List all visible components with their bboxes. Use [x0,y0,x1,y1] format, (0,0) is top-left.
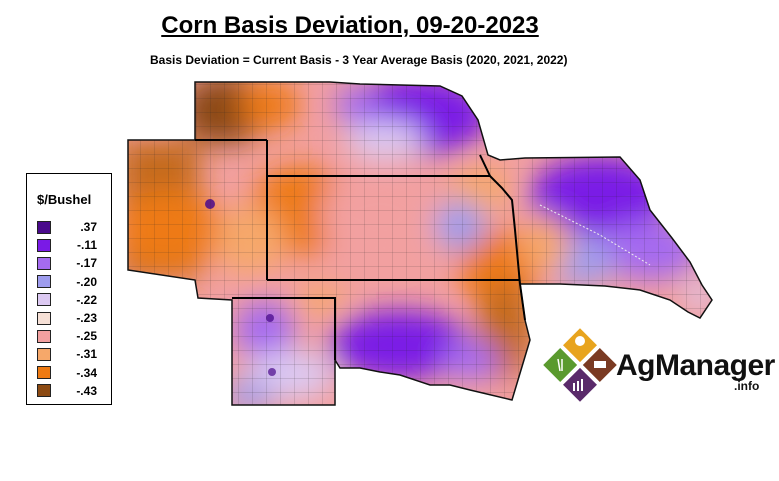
legend: $/Bushel .37 -.11 -.17 -.20 -.22 -.23 -.25 -.31… [26,173,112,405]
legend-label: -.11 [76,238,97,253]
logo-text: AgManager [616,349,775,382]
legend-swatch [37,256,51,270]
legend-label: .37 [80,220,97,234]
legend-item: -.25 [37,328,97,344]
agmanager-logo-icon [543,328,617,402]
legend-label: -.22 [76,292,97,307]
legend-label: -.34 [76,365,97,380]
map-subtitle: Basis Deviation = Current Basis - 3 Year… [150,53,568,67]
legend-item: -.11 [37,237,97,253]
legend-label: -.17 [76,256,97,271]
agmanager-logo: AgManager .info [540,325,775,405]
legend-item: .37 [37,219,97,235]
legend-swatch [37,293,51,307]
legend-title: $/Bushel [37,192,92,207]
logo-suffix: .info [734,379,760,393]
legend-item: -.22 [37,292,97,308]
legend-swatch [37,275,51,289]
legend-swatch [37,311,51,325]
state-borders [195,139,526,360]
legend-item: -.34 [37,365,97,381]
legend-label: -.31 [76,347,97,362]
legend-item: -.23 [37,310,97,326]
legend-item: -.43 [37,383,97,399]
legend-swatch [37,220,51,234]
map-title: Corn Basis Deviation, 09-20-2023 [161,12,539,39]
legend-swatch [37,238,51,252]
legend-swatch [37,329,51,343]
legend-item: -.20 [37,274,97,290]
legend-swatch [37,384,51,398]
legend-label: -.20 [76,274,97,289]
legend-label: -.25 [76,329,97,344]
legend-swatch [37,347,51,361]
legend-label: -.43 [76,383,97,398]
region-outline [127,81,713,406]
legend-item: -.17 [37,255,97,271]
legend-swatch [37,366,51,380]
legend-item: -.31 [37,346,97,362]
legend-label: -.23 [76,311,97,325]
river-line [539,204,651,266]
